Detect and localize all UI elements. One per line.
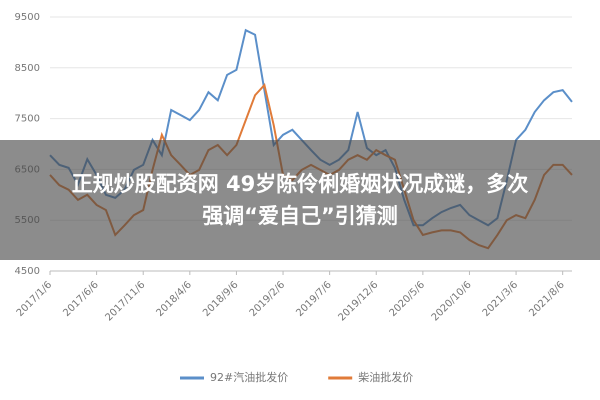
y-tick-label: 7500: [15, 114, 40, 125]
x-tick-label: 2017/6/6: [61, 279, 101, 319]
legend-label: 92#汽油批发价: [210, 370, 288, 384]
y-tick-label: 9500: [15, 12, 40, 23]
banner: 正规炒股配资网 49岁陈伶俐婚姻状况成谜，多次 强调“爱自己”引猜测: [0, 140, 600, 260]
x-tick-label: 2019/12/6: [336, 279, 380, 323]
x-tick-label: 2019/2/6: [248, 279, 288, 319]
x-tick-label: 2018/4/6: [155, 279, 195, 319]
x-tick-label: 2021/3/6: [481, 279, 521, 319]
x-tick-label: 2019/7/6: [294, 279, 334, 319]
x-tick-label: 2017/1/6: [15, 279, 55, 319]
y-tick-label: 4500: [15, 266, 40, 277]
x-tick-label: 2021/8/6: [527, 279, 567, 319]
x-tick-label: 2017/11/6: [103, 279, 147, 323]
legend-label: 柴油批发价: [358, 370, 413, 384]
x-tick-label: 2020/5/6: [388, 279, 428, 319]
banner-line: 正规炒股配资网 49岁陈伶俐婚姻状况成谜，多次: [71, 172, 529, 196]
x-tick-label: 2018/9/6: [201, 279, 241, 319]
x-tick-label: 2020/10/6: [430, 279, 474, 323]
banner-line: 强调“爱自己”引猜测: [202, 204, 398, 228]
y-tick-label: 8500: [15, 63, 40, 74]
